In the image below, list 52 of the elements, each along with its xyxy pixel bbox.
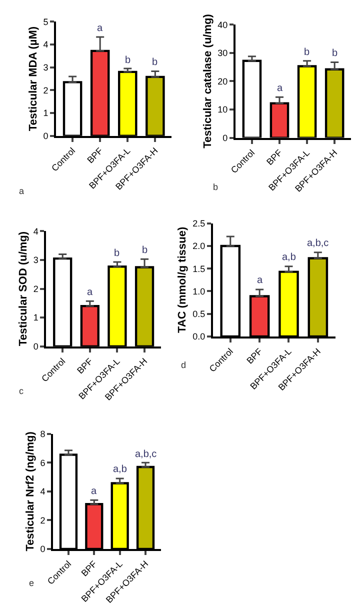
y-axis-title: Testicular catalase (u/mg) bbox=[202, 14, 214, 148]
annotation: b bbox=[114, 248, 120, 259]
y-tick-label: 3 bbox=[43, 62, 48, 73]
y-tick-label: 0 bbox=[40, 544, 46, 554]
y-tick-label: 5 bbox=[43, 16, 48, 27]
annotation: a bbox=[97, 23, 103, 34]
y-tick-label: 1 bbox=[33, 312, 38, 323]
y-tick-label: 0.5 bbox=[192, 309, 206, 320]
text: d bbox=[181, 360, 186, 370]
y-tick-label: 40 bbox=[218, 20, 228, 30]
annotation: a bbox=[257, 275, 263, 286]
annotation: b bbox=[142, 245, 148, 256]
y-axis-title: Testicular Nrf2 (ng/mg) bbox=[24, 431, 36, 552]
y-tick-label: 2.0 bbox=[192, 241, 206, 252]
annotation: a,b bbox=[113, 464, 128, 475]
y-tick-label: 4 bbox=[43, 40, 48, 50]
annotation: a,b,c bbox=[307, 238, 329, 249]
y-tick-label: 4 bbox=[33, 226, 38, 236]
text: a bbox=[19, 186, 24, 196]
text: c bbox=[19, 386, 24, 396]
y-tick-label: 2 bbox=[40, 515, 46, 526]
annotation: b bbox=[332, 48, 338, 59]
y-tick-label: 8 bbox=[40, 429, 46, 440]
y-tick-label: 10 bbox=[218, 104, 228, 115]
annotation: b bbox=[125, 55, 131, 66]
y-tick-label: 20 bbox=[218, 76, 228, 86]
y-tick-label: 4 bbox=[40, 486, 46, 497]
y-tick-label: 30 bbox=[218, 48, 228, 58]
y-axis-title: TAC (mmol/g tissue) bbox=[176, 226, 189, 334]
annotation: a bbox=[87, 287, 93, 298]
y-tick-label: 1.5 bbox=[192, 264, 206, 274]
y-tick-label: 0 bbox=[43, 130, 48, 141]
annotation: a,b bbox=[282, 252, 296, 263]
y-tick-label: 2 bbox=[33, 284, 38, 294]
annotation: a bbox=[91, 486, 97, 497]
y-tick-label: 0 bbox=[33, 341, 38, 352]
y-tick-label: 1 bbox=[43, 108, 48, 118]
y-tick-label: 6 bbox=[40, 458, 46, 468]
annotation: b bbox=[304, 47, 310, 58]
y-tick-label: 2 bbox=[43, 85, 48, 96]
y-tick-label: 2.5 bbox=[192, 218, 206, 229]
text: b bbox=[213, 182, 218, 192]
y-tick-label: 1.0 bbox=[192, 286, 206, 296]
text: e bbox=[29, 578, 34, 588]
y-tick-label: 0.0 bbox=[192, 332, 206, 342]
y-tick-label: 3 bbox=[33, 255, 38, 266]
annotation: b bbox=[152, 57, 158, 68]
y-axis-title: Testicular SOD (u/mg) bbox=[18, 231, 30, 346]
y-tick-label: 0 bbox=[222, 132, 228, 143]
annotation: a bbox=[277, 83, 283, 94]
annotation: a,b,c bbox=[135, 449, 157, 460]
y-axis-title: Testicular MDA (µM) bbox=[27, 26, 40, 132]
